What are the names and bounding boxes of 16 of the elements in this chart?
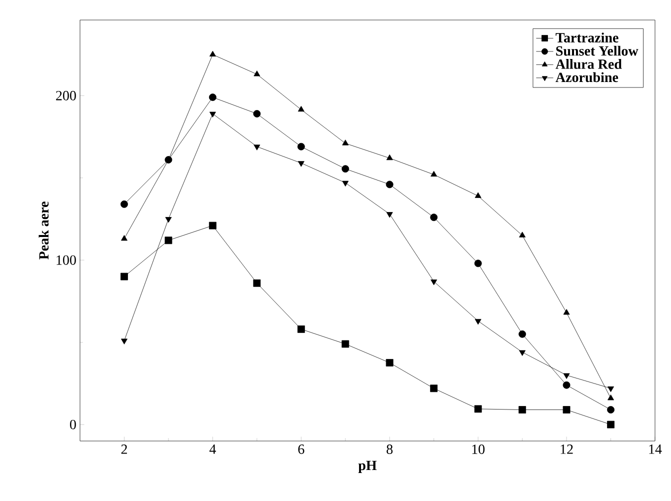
x-tick-label: 4 bbox=[209, 444, 216, 454]
x-tick-label: 8 bbox=[386, 444, 393, 454]
x-tick-label: 12 bbox=[560, 444, 573, 454]
y-tick-label: 0 bbox=[70, 420, 76, 430]
x-tick-label: 14 bbox=[649, 444, 662, 454]
y-tick-label: 200 bbox=[56, 90, 76, 100]
legend-label: Azorubine bbox=[556, 72, 618, 82]
x-tick-label: 6 bbox=[298, 444, 304, 454]
x-tick-label: 10 bbox=[472, 444, 485, 454]
x-tick-label: 2 bbox=[121, 444, 127, 454]
y-axis-title: Peak aere bbox=[38, 202, 49, 260]
y-tick-label: 100 bbox=[56, 255, 76, 265]
legend-label: Sunset Yellow bbox=[556, 46, 638, 56]
legend-label: Allura Red bbox=[556, 59, 622, 69]
x-axis-title: pH bbox=[358, 460, 377, 473]
legend-label: Tartrazine bbox=[556, 32, 618, 42]
